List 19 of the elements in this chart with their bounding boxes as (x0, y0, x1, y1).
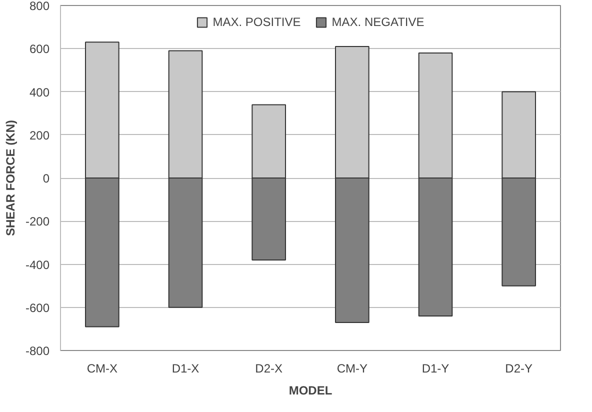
x-tick-label: CM-X (86, 362, 118, 376)
y-tick-label: -400 (25, 258, 50, 272)
x-tick-label: D1-X (172, 362, 200, 376)
x-tick-label: D2-Y (505, 362, 533, 376)
y-tick-label: -800 (25, 344, 50, 358)
y-tick-label: -200 (25, 214, 50, 229)
y-tick-label: -600 (25, 300, 50, 315)
y-tick-label: 800 (29, 0, 50, 13)
legend-label: MAX. NEGATIVE (332, 15, 424, 29)
x-tick-label: CM-Y (336, 362, 368, 376)
y-tick-label: 400 (29, 85, 50, 100)
y-axis-title: SHEAR FORCE (KN) (3, 120, 18, 236)
x-tick-label: D2-X (255, 362, 283, 376)
y-tick-label: 600 (29, 42, 50, 56)
legend-label: MAX. POSITIVE (212, 15, 301, 29)
y-tick-label: 0 (42, 172, 50, 186)
x-tick-label: D1-Y (422, 362, 450, 376)
y-tick-label: 200 (29, 128, 50, 142)
x-axis-title: MODEL (288, 384, 332, 398)
